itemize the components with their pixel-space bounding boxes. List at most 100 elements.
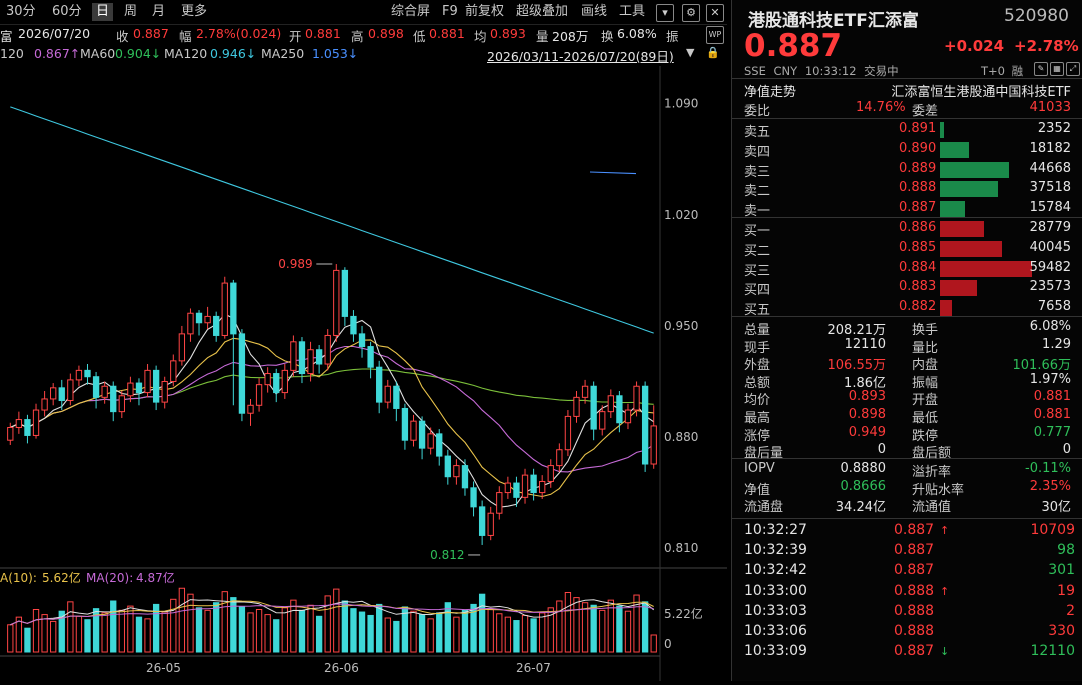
period-week[interactable]: 周 (124, 4, 138, 19)
bid-row[interactable]: 买三 0.884 59482 (732, 258, 1082, 279)
ma5-line (10, 313, 655, 508)
name-tail: 富 (0, 29, 13, 44)
ask-row[interactable]: 卖一 0.887 15784 (732, 198, 1082, 220)
candle-down (195, 312, 203, 324)
volume-bar-up (178, 587, 186, 653)
volume-bar-up (453, 616, 460, 653)
tool-f9[interactable]: F9 (442, 4, 458, 19)
etf-stat-value: 2.35% (1029, 478, 1071, 494)
volume-bar-up (556, 600, 563, 653)
bid-price: 0.884 (899, 259, 937, 275)
stat-value: 6.08% (1029, 319, 1071, 334)
candle-down (470, 487, 477, 508)
expand-icon[interactable]: ⤢ (1066, 62, 1080, 76)
ask-row[interactable]: 卖五 0.891 2352 (732, 119, 1082, 140)
volume-bar-up (607, 599, 614, 653)
volume-bar-up (221, 591, 228, 653)
tool-forward-adjust[interactable]: 前复权 (465, 4, 505, 19)
candle-down (273, 373, 280, 394)
ask-label: 卖一 (744, 204, 771, 220)
period-day[interactable]: 日 (92, 3, 114, 21)
ask-row[interactable]: 卖三 0.889 44668 (732, 159, 1082, 180)
candle-up (144, 369, 151, 394)
ask-row[interactable]: 卖四 0.890 18182 (732, 139, 1082, 160)
candle-down (358, 333, 366, 348)
volume-bar-up (384, 617, 391, 653)
vol-ma20-label: MA(20): (86, 571, 133, 585)
candle-down (92, 376, 100, 398)
bid-row[interactable]: 买四 0.883 23573 (732, 277, 1082, 298)
etf-stat-label: 升贴水率 (912, 482, 965, 498)
candle-up (547, 465, 554, 482)
period-30min[interactable]: 30分 (6, 4, 36, 19)
bar-date: 2026/07/20 (18, 26, 91, 41)
volume-bar-up (624, 610, 632, 653)
kline-chart[interactable]: 1.090 1.020 0.950 0.880 0.810 0.989 0.812 A(10)… (0, 66, 727, 681)
volume-bar-up (170, 598, 177, 653)
bid-volume: 28779 (1029, 220, 1071, 235)
bid-price: 0.885 (899, 239, 937, 255)
ask-volume-bar (940, 122, 944, 138)
volume-bar-up (290, 599, 297, 653)
stat-label: 均价 (744, 393, 771, 409)
period-month[interactable]: 月 (152, 4, 166, 19)
stat-label: 跌停 (912, 428, 939, 444)
trading-status: 交易中 (864, 64, 899, 78)
edit-icon[interactable]: ✎ (1034, 62, 1048, 76)
margin-badge: 融 (1011, 64, 1024, 78)
security-name: 港股通科技ETF汇添富 (748, 11, 919, 31)
stat-value: 0.881 (1033, 389, 1071, 405)
tick-price: 0.888 (894, 602, 935, 619)
candle-up (101, 385, 108, 398)
tool-tools[interactable]: 工具 (619, 4, 646, 19)
currency: CNY (773, 64, 798, 78)
stat-label: 振幅 (912, 375, 939, 391)
nav-trend-row[interactable]: 净值走势 汇添富恒生港股通中国科技ETF (732, 79, 1082, 100)
candle-down (418, 420, 426, 449)
settings-gear-icon[interactable]: ⚙ (682, 4, 700, 22)
fund-full-name: 汇添富恒生港股通中国科技ETF (891, 85, 1071, 100)
tool-super-overlay[interactable]: 超级叠加 (516, 4, 569, 19)
vol-ma20-line (10, 603, 654, 626)
vol-axis-top: 5.22亿 (664, 606, 703, 621)
stat-row: 总额 1.86亿 振幅 1.97% (732, 370, 1082, 391)
tick-price: 0.887 (894, 542, 935, 559)
date-range[interactable]: 2026/03/11-2026/07/20(89日) (487, 49, 674, 64)
bid-row[interactable]: 买一 0.886 28779 (732, 218, 1082, 239)
weibi-label: 委比 (744, 104, 771, 119)
bid-row[interactable]: 买二 0.885 40045 (732, 238, 1082, 259)
bid-volume-bar (940, 280, 977, 297)
x-tick-label: 26-05 (146, 661, 181, 675)
tool-draw-line[interactable]: 画线 (581, 4, 608, 19)
y-tick-label: 0.880 (664, 430, 698, 444)
candle-down (513, 482, 520, 498)
ma10-line (10, 337, 654, 498)
volume-bar-up (67, 601, 74, 653)
volume-bar-up (101, 612, 108, 653)
etf-stat-row: 流通盘 34.24亿 流通值 30亿 (732, 494, 1082, 516)
etf-stat-value: -0.11% (1025, 461, 1071, 476)
tick-row: 10:32:27 0.887 ↑ 10709 (732, 520, 1082, 540)
bid-row[interactable]: 买五 0.882 7658 (732, 297, 1082, 318)
vol-ma10-value: 5.62亿 (42, 570, 81, 585)
candle-up (384, 385, 391, 403)
period-more[interactable]: 更多 (181, 4, 208, 19)
candle-up (607, 395, 614, 413)
tick-price: 0.888 (894, 623, 935, 639)
wp-icon[interactable]: WP (706, 26, 724, 44)
ask-row[interactable]: 卖二 0.888 37518 (732, 178, 1082, 199)
grid-icon[interactable]: ▦ (1050, 62, 1064, 76)
ask-volume: 44668 (1029, 160, 1071, 176)
close-icon[interactable]: ✕ (706, 4, 724, 22)
tick-volume: 12110 (1030, 643, 1075, 660)
stat-label: 盘后额 (912, 446, 952, 462)
etf-stat-row: 净值 0.8666 升贴水率 2.35% (732, 477, 1082, 498)
tick-direction-icon: ↓ (940, 645, 950, 659)
etf-stat-label: 流通值 (912, 500, 952, 516)
period-60min[interactable]: 60分 (52, 4, 82, 19)
lock-icon[interactable]: 🔒 (706, 46, 720, 59)
tool-composite-screen[interactable]: 综合屏 (391, 4, 431, 19)
triangle-down-icon[interactable]: ▼ (686, 46, 695, 59)
volume-bar-up (7, 624, 14, 653)
chevron-down-icon[interactable]: ▾ (656, 4, 674, 22)
